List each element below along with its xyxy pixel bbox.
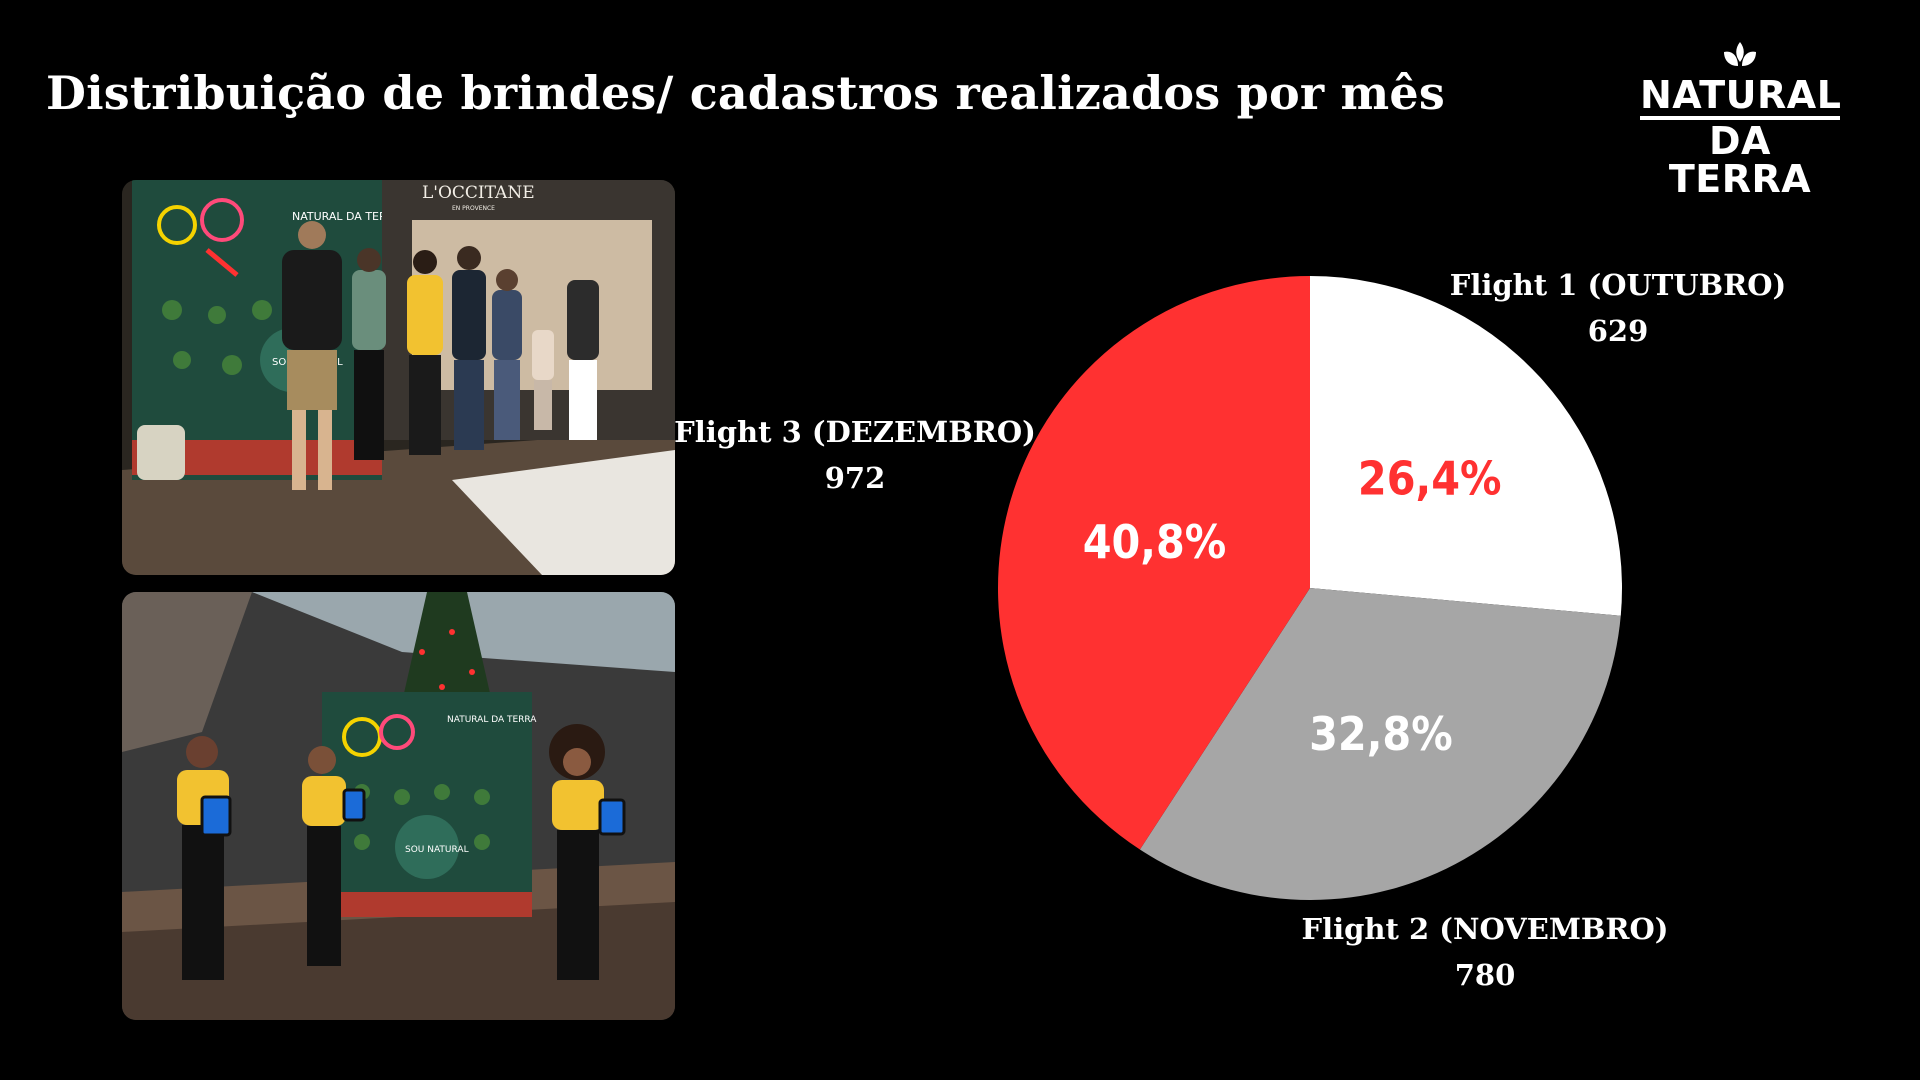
- pie-category-label-flight-3: Flight 3 (DEZEMBRO): [674, 415, 1036, 449]
- booth-logo-text: NATURAL DA TERRA: [292, 210, 402, 223]
- pie-value-label-flight-3: 972: [825, 461, 886, 495]
- page-title: Distribuição de brindes/ cadastros reali…: [46, 66, 1445, 120]
- store-sign: L'OCCITANE: [422, 183, 535, 203]
- pie-slice-flight-1: [1310, 276, 1622, 616]
- logo-line-2: DA TERRA: [1668, 119, 1812, 201]
- pie-slice-flight-2: [1139, 588, 1621, 900]
- booth-photo-1: NATURAL DA TERRA SOU NATURAL L'OCCITANE …: [122, 180, 675, 575]
- sprout-icon: [1724, 42, 1756, 66]
- booth-photo-2: NATURAL DA TERRA SOU NATURAL: [122, 592, 675, 1020]
- logo-line-1: NATURAL: [1640, 76, 1841, 120]
- pie-percent-label-flight-1: 26,4%: [1358, 452, 1502, 506]
- pie-value-label-flight-2: 780: [1455, 958, 1516, 992]
- brand-logo: NATURAL DA TERRA: [1640, 38, 1841, 198]
- pie-category-label-flight-2: Flight 2 (NOVEMBRO): [1301, 912, 1668, 946]
- booth-circle-text-2: SOU NATURAL: [405, 845, 469, 855]
- pie-percent-label-flight-2: 32,8%: [1309, 707, 1453, 761]
- pie-percent-label-flight-3: 40,8%: [1083, 515, 1227, 569]
- pie-value-label-flight-1: 629: [1588, 314, 1649, 348]
- store-sign-sub: EN PROVENCE: [452, 205, 495, 212]
- pie-category-label-flight-1: Flight 1 (OUTUBRO): [1450, 268, 1787, 302]
- pie-slice-flight-3: [997, 276, 1310, 850]
- booth-logo-text-2: NATURAL DA TERRA: [447, 715, 537, 725]
